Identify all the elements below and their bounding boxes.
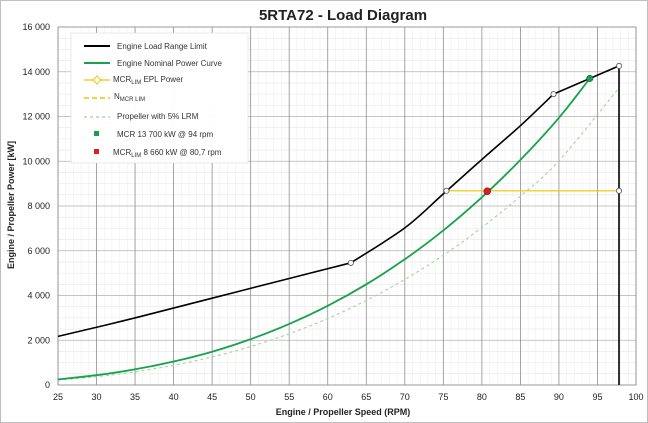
- legend-swatch-mcr-point: [94, 131, 99, 136]
- legend-label-epl: MCRLIM EPL Power: [113, 75, 184, 86]
- y-axis-title: Engine / Propeller Power [kW]: [6, 141, 16, 269]
- x-tick-label: 80: [477, 392, 487, 402]
- y-tick-label: 8 000: [27, 201, 50, 211]
- legend-n-sub: MCR LIM: [120, 97, 145, 103]
- hollow-marker: [347, 259, 354, 266]
- legend: Engine Load Range Limit Engine Nominal P…: [70, 32, 249, 164]
- x-tick-label: 60: [323, 392, 333, 402]
- legend-swatch-mcr-lim-point: [94, 149, 99, 154]
- x-tick-label: 85: [515, 392, 525, 402]
- x-tick-label: 25: [53, 392, 63, 402]
- legend-epl-post: EPL Power: [141, 75, 183, 84]
- x-tick-label: 35: [130, 392, 140, 402]
- y-tick-label: 16 000: [22, 22, 50, 32]
- legend-mcr-lim-post: 8 660 kW @ 80,7 rpm: [141, 148, 221, 157]
- legend-label-propeller: Propeller with 5% LRM: [117, 112, 199, 121]
- legend-box: [70, 32, 249, 164]
- mcr-point: [586, 74, 594, 82]
- y-tick-labels: 0 2 000 4 000 6 000 8 000 10 000 12 000 14 000 1…: [22, 22, 50, 390]
- legend-epl-pre: MCR: [113, 75, 131, 84]
- plot-border: [57, 26, 637, 386]
- hollow-marker: [443, 187, 450, 194]
- grid: [57, 26, 637, 386]
- x-tick-label: 100: [628, 392, 643, 402]
- legend-swatch-epl-marker: [92, 75, 102, 85]
- legend-label-n-mcr: NMCR LIM: [114, 92, 145, 103]
- y-tick-label: 6 000: [27, 246, 50, 256]
- x-tick-label: 40: [169, 392, 179, 402]
- legend-label-load-range: Engine Load Range Limit: [117, 42, 208, 51]
- x-tick-labels: 25 30 35 40 45 50 55 60 65 70 75 80 85 90 95 100: [53, 392, 644, 402]
- series-load-range-upper: [350, 93, 555, 264]
- legend-mcr-lim-sub: LIM: [131, 153, 141, 159]
- y-tick-label: 12 000: [22, 112, 50, 122]
- x-tick-label: 65: [361, 392, 371, 402]
- y-tick-label: 2 000: [27, 335, 50, 345]
- y-tick-label: 4 000: [27, 291, 50, 301]
- markers-layer: [347, 62, 623, 266]
- legend-label-nominal: Engine Nominal Power Curve: [117, 59, 222, 68]
- x-tick-label: 70: [400, 392, 410, 402]
- x-tick-label: 90: [554, 392, 564, 402]
- legend-label-mcr-point: MCR 13 700 kW @ 94 rpm: [117, 130, 213, 139]
- x-tick-label: 50: [246, 392, 256, 402]
- series-load-range-lower: [57, 262, 352, 338]
- legend-epl-sub: LIM: [131, 80, 141, 86]
- x-tick-label: 95: [592, 392, 602, 402]
- x-tick-label: 75: [438, 392, 448, 402]
- mcr-lim-point: [483, 187, 491, 195]
- x-axis-title: Engine / Propeller Speed (RPM): [276, 407, 411, 417]
- legend-label-mcr-lim-point: MCRLIM 8 660 kW @ 80,7 rpm: [113, 148, 222, 159]
- series-propeller-5pct-lrm: [57, 87, 620, 381]
- x-tick-label: 55: [284, 392, 294, 402]
- series-nominal-power-curve: [57, 77, 591, 381]
- x-tick-label: 45: [207, 392, 217, 402]
- legend-n-pre: N: [114, 92, 120, 101]
- legend-mcr-lim-pre: MCR: [113, 148, 131, 157]
- x-tick-label: 30: [92, 392, 102, 402]
- hollow-marker: [616, 62, 623, 69]
- y-tick-label: 14 000: [22, 67, 50, 77]
- hollow-marker: [616, 187, 623, 194]
- y-tick-label: 0: [45, 380, 50, 390]
- chart-title: 5RTA72 - Load Diagram: [259, 7, 427, 24]
- hollow-marker: [550, 91, 557, 98]
- y-tick-label: 10 000: [22, 156, 50, 166]
